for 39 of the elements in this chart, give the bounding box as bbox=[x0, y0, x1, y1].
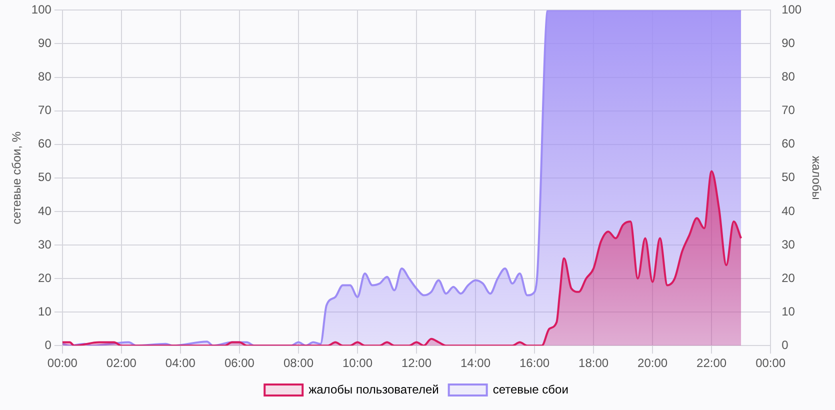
x-tick-label: 00:00 bbox=[756, 356, 786, 370]
y-tick-label: 50 bbox=[38, 170, 52, 184]
y-tick-label: 60 bbox=[38, 136, 52, 151]
y2-tick-label: 50 bbox=[782, 170, 796, 184]
x-tick-label: 08:00 bbox=[283, 356, 314, 370]
y-tick-label: 0 bbox=[44, 338, 52, 352]
y2-tick-label: 80 bbox=[782, 70, 796, 84]
x-tick-label: 02:00 bbox=[106, 356, 137, 370]
legend-label: жалобы пользователей bbox=[308, 382, 439, 396]
x-tick-label: 18:00 bbox=[578, 356, 609, 370]
y2-tick-label: 60 bbox=[782, 136, 796, 151]
x-tick-label: 16:00 bbox=[520, 356, 550, 370]
y2-axis-title: жалобы bbox=[809, 156, 824, 200]
y-tick-label: 30 bbox=[38, 237, 52, 252]
x-tick-label: 14:00 bbox=[460, 356, 491, 370]
y2-tick-label: 70 bbox=[782, 103, 796, 118]
x-tick-label: 00:00 bbox=[47, 356, 78, 370]
y2-tick-label: 20 bbox=[782, 270, 796, 285]
x-tick-label: 20:00 bbox=[638, 356, 668, 370]
y2-tick-label: 10 bbox=[782, 304, 796, 318]
legend-label: сетевые сбои bbox=[492, 382, 568, 396]
x-tick-label: 10:00 bbox=[342, 356, 373, 370]
y2-tick-label: 90 bbox=[782, 36, 796, 50]
y2-tick-label: 40 bbox=[782, 204, 796, 218]
y-tick-label: 100 bbox=[31, 2, 52, 17]
y-tick-label: 40 bbox=[38, 204, 52, 218]
y2-tick-label: 100 bbox=[782, 2, 802, 17]
x-tick-label: 12:00 bbox=[401, 356, 432, 370]
x-tick-label: 04:00 bbox=[165, 356, 196, 370]
y-tick-label: 80 bbox=[38, 70, 52, 84]
y2-tick-label: 30 bbox=[782, 237, 796, 252]
y-tick-label: 10 bbox=[38, 304, 52, 318]
x-tick-label: 06:00 bbox=[224, 356, 255, 370]
y-tick-label: 90 bbox=[38, 36, 52, 50]
x-tick-label: 22:00 bbox=[696, 356, 727, 370]
y-tick-label: 70 bbox=[38, 103, 52, 118]
y2-tick-label: 0 bbox=[782, 338, 789, 352]
y-tick-label: 20 bbox=[38, 270, 52, 285]
y-axis-title: сетевые сбои, % bbox=[10, 131, 24, 224]
